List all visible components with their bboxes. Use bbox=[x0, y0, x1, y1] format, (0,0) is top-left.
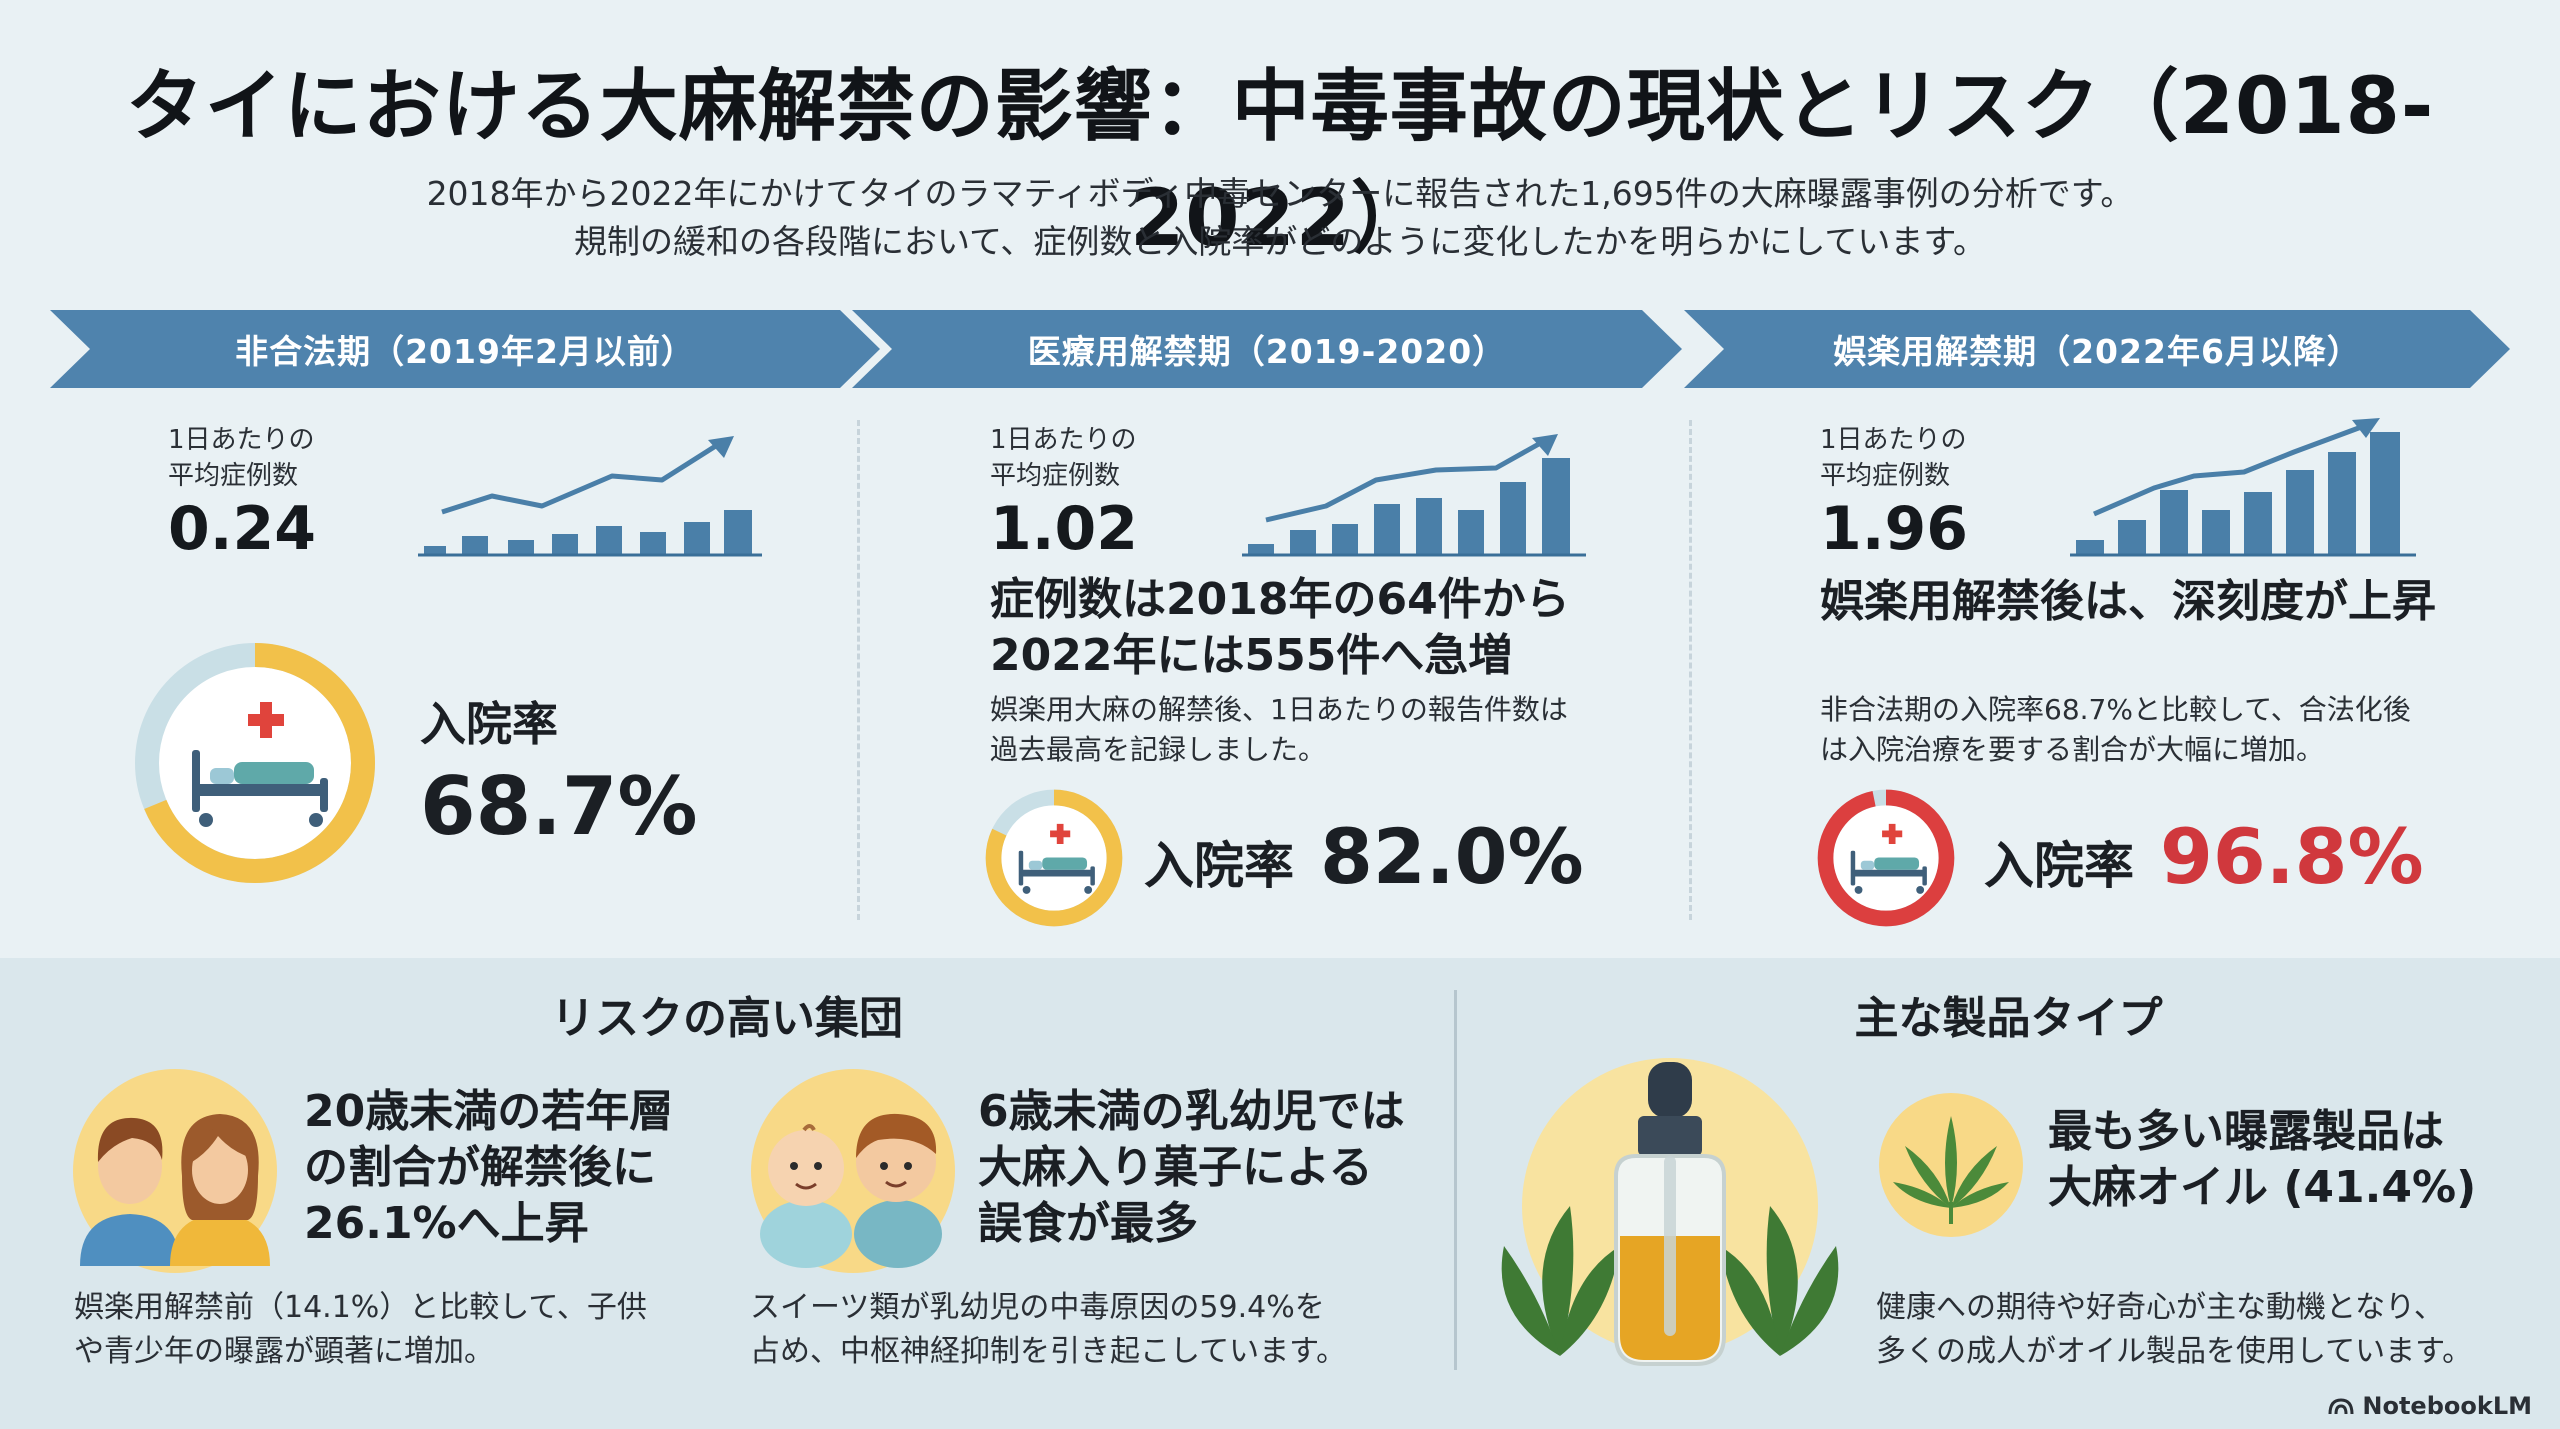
oil-product-description: 健康への期待や好奇心が主な動機となり、 多くの成人がオイル製品を使用しています。 bbox=[1876, 1286, 2472, 1374]
severity-description: 非合法期の入院率68.7%と比較して、合法化後 は入院治療を要する割合が大幅に増… bbox=[1820, 690, 2411, 770]
case-surge-description: 娯楽用大麻の解禁後、1日あたりの報告件数は 過去最高を記録しました。 bbox=[990, 690, 1568, 770]
stat-label: 1日あたりの bbox=[990, 425, 1137, 455]
hospitalization-ring bbox=[1817, 789, 1955, 927]
hospitalization-ring bbox=[135, 643, 375, 883]
headline-line: 最も多い曝露製品は bbox=[2048, 1106, 2444, 1157]
hospital-bed-icon bbox=[1018, 823, 1095, 894]
headline-line: 20歳未満の若年層 bbox=[304, 1086, 674, 1137]
hospitalization-rate: 入院率 82.0% bbox=[1144, 812, 1584, 901]
intro-line-1: 2018年から2022年にかけてタイのラマティボディ中毒センターに報告された1,… bbox=[426, 174, 2134, 213]
hospitalization-label: 入院率 bbox=[420, 697, 558, 751]
headline-line: 2022年には555件へ急増 bbox=[990, 630, 1513, 681]
headline-line: 娯楽用解禁後は、深刻度が上昇 bbox=[1820, 576, 2436, 627]
daily-cases-stat: 1日あたりの 平均症例数 0.24 bbox=[168, 422, 316, 564]
hospital-bed-icon bbox=[1850, 823, 1927, 894]
stat-value: 1.02 bbox=[990, 494, 1139, 564]
hospitalization-label: 入院率 bbox=[1144, 837, 1294, 895]
hospitalization-value: 68.7% bbox=[420, 760, 698, 853]
risk-groups-title: リスクの高い集団 bbox=[551, 993, 903, 1044]
body-line: は入院治療を要する割合が大幅に増加。 bbox=[1820, 733, 2325, 766]
trend-chart-icon bbox=[2070, 418, 2416, 557]
stat-label: 1日あたりの bbox=[1820, 425, 1967, 455]
body-line: 娯楽用大麻の解禁後、1日あたりの報告件数は bbox=[990, 693, 1568, 726]
bottom-section bbox=[0, 958, 2560, 1429]
cannabis-oil-bottle-icon bbox=[1501, 1058, 1839, 1366]
notebooklm-brand: NotebookLM bbox=[2328, 1392, 2532, 1420]
page-title: タイにおける大麻解禁の影響：中毒事故の現状とリスク（2018-2022） bbox=[125, 62, 2435, 264]
trend-chart-icon bbox=[1242, 434, 1586, 557]
body-line: 占め、中枢神経抑制を引き起こしています。 bbox=[750, 1334, 1347, 1369]
stat-value: 1.96 bbox=[1820, 494, 1969, 564]
hospitalization-value: 82.0% bbox=[1320, 812, 1584, 901]
youth-risk-description: 娯楽用解禁前（14.1%）と比較して、子供 や青少年の曝露が顕著に増加。 bbox=[74, 1286, 647, 1374]
youth-risk-headline: 20歳未満の若年層 の割合が解禁後に 26.1%へ上昇 bbox=[304, 1084, 673, 1252]
headline-line: 誤食が最多 bbox=[978, 1198, 1198, 1249]
young-people-icon bbox=[73, 1069, 277, 1273]
hospitalization-value: 96.8% bbox=[2160, 812, 2424, 901]
trend-chart-icon bbox=[418, 436, 762, 557]
headline-line: の割合が解禁後に bbox=[304, 1142, 656, 1193]
headline-line: 大麻入り菓子による bbox=[978, 1142, 1373, 1193]
hospitalization-label: 入院率 bbox=[1984, 837, 2134, 895]
section-divider bbox=[1454, 990, 1457, 1370]
product-types-title: 主な製品タイプ bbox=[1854, 993, 2163, 1044]
infants-icon bbox=[751, 1069, 955, 1273]
column-divider bbox=[857, 420, 860, 920]
body-line: 多くの成人がオイル製品を使用しています。 bbox=[1876, 1334, 2473, 1369]
body-line: 非合法期の入院率68.7%と比較して、合法化後 bbox=[1820, 693, 2411, 726]
body-line: や青少年の曝露が顕著に増加。 bbox=[74, 1334, 494, 1369]
infant-risk-headline: 6歳未満の乳幼児では 大麻入り菓子による 誤食が最多 bbox=[978, 1084, 1405, 1252]
body-line: 過去最高を記録しました。 bbox=[990, 733, 1327, 766]
intro-line-2: 規制の緩和の各段階において、症例数と入院率がどのように変化したかを明らかにしてい… bbox=[573, 222, 1987, 261]
case-surge-headline: 症例数は2018年の64件から 2022年には555件へ急増 bbox=[990, 572, 1570, 684]
stat-label: 平均症例数 bbox=[1820, 461, 1951, 491]
headline-line: 大麻オイル (41.4%) bbox=[2048, 1162, 2477, 1213]
brand-label: NotebookLM bbox=[2362, 1392, 2532, 1420]
period-banner-medical: 医療用解禁期（2019-2020） bbox=[852, 310, 1682, 388]
hospitalization-rate: 入院率 96.8% bbox=[1984, 812, 2424, 901]
body-line: 娯楽用解禁前（14.1%）と比較して、子供 bbox=[74, 1290, 647, 1325]
stat-label: 1日あたりの bbox=[168, 425, 315, 455]
stat-label: 平均症例数 bbox=[168, 461, 299, 491]
hospital-bed-icon bbox=[192, 702, 328, 827]
headline-line: 26.1%へ上昇 bbox=[304, 1198, 589, 1249]
daily-cases-stat: 1日あたりの 平均症例数 1.02 bbox=[990, 422, 1138, 564]
cannabis-leaf-icon bbox=[1879, 1093, 2023, 1237]
period-banner-illegal: 非合法期（2019年2月以前） bbox=[50, 310, 880, 388]
headline-line: 症例数は2018年の64件から bbox=[990, 574, 1570, 625]
headline-line: 6歳未満の乳幼児では bbox=[978, 1086, 1405, 1137]
intro-text: 2018年から2022年にかけてタイのラマティボディ中毒センターに報告された1,… bbox=[0, 170, 2560, 266]
body-line: スイーツ類が乳幼児の中毒原因の59.4%を bbox=[750, 1290, 1325, 1325]
hospitalization-rate: 入院率 68.7% bbox=[420, 688, 698, 853]
oil-product-headline: 最も多い曝露製品は 大麻オイル (41.4%) bbox=[2048, 1104, 2476, 1216]
period-banner-recreational: 娯楽用解禁期（2022年6月以降） bbox=[1684, 310, 2510, 388]
hospitalization-ring bbox=[985, 789, 1123, 927]
stat-label: 平均症例数 bbox=[990, 461, 1121, 491]
daily-cases-stat: 1日あたりの 平均症例数 1.96 bbox=[1820, 422, 1968, 564]
infant-risk-description: スイーツ類が乳幼児の中毒原因の59.4%を 占め、中枢神経抑制を引き起こしていま… bbox=[750, 1286, 1346, 1374]
stat-value: 0.24 bbox=[168, 494, 317, 564]
body-line: 健康への期待や好奇心が主な動機となり、 bbox=[1876, 1290, 2444, 1325]
column-divider bbox=[1689, 420, 1692, 920]
notebooklm-logo-icon bbox=[2328, 1398, 2354, 1415]
severity-headline: 娯楽用解禁後は、深刻度が上昇 bbox=[1820, 574, 2436, 630]
